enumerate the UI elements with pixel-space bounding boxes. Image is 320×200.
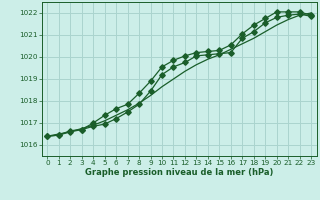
X-axis label: Graphe pression niveau de la mer (hPa): Graphe pression niveau de la mer (hPa) — [85, 168, 273, 177]
